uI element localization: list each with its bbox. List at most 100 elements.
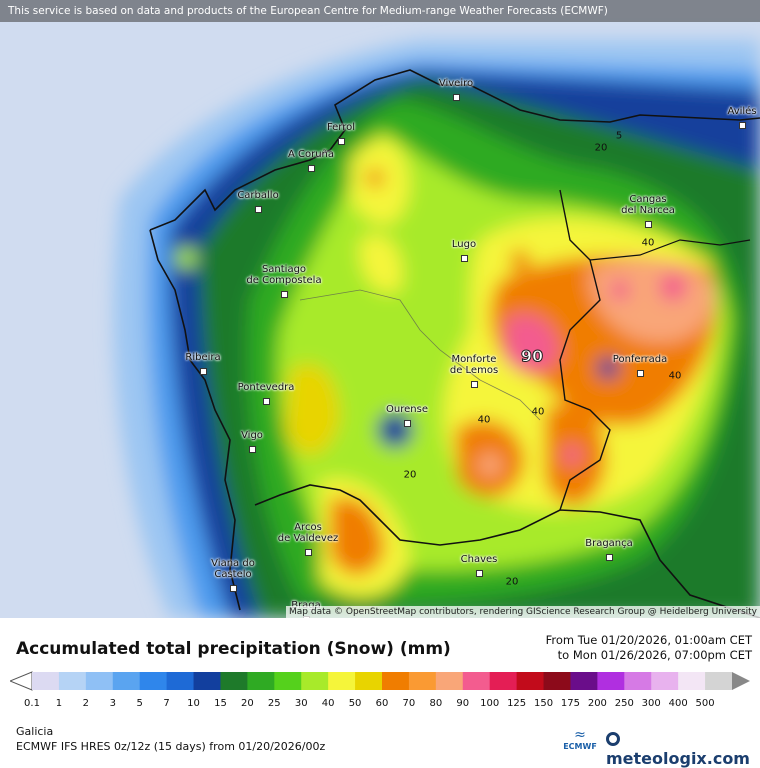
region-name: Galicia [16, 725, 54, 738]
scale-swatch [112, 672, 141, 690]
scale-swatch [543, 672, 571, 690]
city-marker [249, 446, 256, 453]
scale-tick-label: 20 [241, 698, 254, 709]
city-label: Ponferrada [612, 354, 668, 365]
scale-tick-label: 10 [187, 698, 200, 709]
scale-tick-label: 175 [560, 698, 580, 709]
scale-swatch [570, 672, 598, 690]
city-marker [453, 94, 460, 101]
scale-tick-label: 400 [668, 698, 688, 709]
meteologix-icon [606, 732, 620, 746]
scale-swatch [651, 672, 679, 690]
scale-tick-label: 3 [109, 698, 116, 709]
scale-tick-label: 70 [402, 698, 416, 709]
scale-tick-label: 200 [587, 698, 607, 709]
scale-tick-label: 80 [429, 698, 443, 709]
meteologix-logo[interactable]: meteologix.com [606, 730, 760, 768]
scale-tick-label: 1 [55, 698, 63, 709]
city-label: Arcos de Valdevez [277, 522, 339, 544]
ecmwf-logo[interactable]: ≈ ECMWF [562, 728, 598, 756]
color-scale [10, 671, 750, 691]
contour-value-label: 40 [477, 414, 491, 426]
scale-swatch [166, 672, 195, 690]
ecmwf-logo-text: ECMWF [563, 742, 597, 751]
scale-swatch [355, 672, 383, 690]
scale-swatch [435, 672, 464, 690]
scale-min-arrow [10, 671, 33, 691]
date-to: to Mon 01/26/2026, 07:00pm CET [557, 648, 752, 662]
city-marker [308, 165, 315, 172]
city-label: Ourense [386, 404, 428, 415]
scale-swatch [139, 672, 168, 690]
scale-max-arrow [732, 672, 750, 690]
legend-footer: Accumulated total precipitation (Snow) (… [0, 618, 760, 768]
city-label: Santiago de Compostela [246, 264, 322, 286]
city-label: Bragança [585, 538, 633, 549]
scale-swatch [382, 672, 410, 690]
scale-swatch [247, 672, 275, 690]
scale-tick-label: 0.1 [24, 698, 40, 709]
scale-tick-label: 250 [614, 698, 634, 709]
scale-swatch [462, 672, 491, 690]
city-label: Ribeira [185, 352, 221, 363]
scale-tick-label: 40 [321, 698, 335, 709]
city-label: Vigo [241, 430, 263, 441]
coastline-west [149, 229, 241, 611]
scale-tick-label: 15 [214, 698, 227, 709]
scale-tick-label: 125 [507, 698, 527, 709]
ecmwf-logo-icon: ≈ [574, 727, 586, 743]
city-marker [637, 370, 644, 377]
scale-swatch [624, 672, 652, 690]
map-attribution[interactable]: Map data © OpenStreetMap contributors, r… [286, 606, 760, 618]
scale-swatch [678, 672, 706, 690]
scale-swatch [597, 672, 625, 690]
scale-swatch [328, 672, 356, 690]
scale-tick-label: 60 [375, 698, 389, 709]
scale-swatch [220, 672, 248, 690]
contour-value-label: 20 [403, 469, 417, 481]
scale-tick-label: 2 [82, 698, 90, 709]
scale-tick-label: 150 [533, 698, 554, 709]
city-marker [476, 570, 483, 577]
city-label: A Coruña [287, 149, 335, 160]
scale-swatch [85, 672, 114, 690]
contour-value-label: 40 [641, 237, 655, 249]
city-marker [739, 122, 746, 129]
scale-tick-label: 500 [695, 698, 715, 709]
city-marker [305, 549, 312, 556]
city-label: Braga [291, 600, 321, 611]
contour-value-label: 40 [531, 406, 545, 418]
precipitation-map[interactable]: This service is based on data and produc… [0, 0, 760, 618]
scale-swatch [32, 672, 60, 690]
city-label: Viana do Castelo [211, 558, 255, 580]
city-label: Lugo [451, 239, 477, 250]
scale-ticks: 0.1 1 2 3 5 7 10 15 20 25 30 40 50 60 70 80 90 100 125 150 1… [0, 698, 760, 712]
scale-tick-label: 7 [163, 698, 170, 709]
scale-swatch [274, 672, 302, 690]
city-label: Ferrol [326, 122, 356, 133]
scale-swatch [193, 672, 221, 690]
meteologix-text: meteologix.com [606, 749, 750, 768]
scale-swatch [705, 672, 733, 690]
city-marker [404, 420, 411, 427]
city-marker [200, 368, 207, 375]
city-marker [461, 255, 468, 262]
scale-tick-label: 100 [480, 698, 500, 709]
scale-tick-label: 25 [267, 698, 281, 709]
province-line [299, 289, 541, 421]
city-marker [263, 398, 270, 405]
city-marker [606, 554, 613, 561]
scale-tick-label: 5 [136, 698, 143, 709]
city-marker [255, 206, 262, 213]
city-label: Monforte de Lemos [449, 354, 499, 376]
scale-swatch [408, 672, 437, 690]
legend-title: Accumulated total precipitation (Snow) (… [16, 639, 451, 659]
scale-swatch [58, 672, 87, 690]
city-label: Viveiro [438, 78, 474, 89]
scale-tick-label: 90 [456, 698, 470, 709]
contour-value-label: 40 [668, 370, 682, 382]
scale-swatch [301, 672, 329, 690]
city-marker [281, 291, 288, 298]
city-label: Pontevedra [237, 382, 295, 393]
city-label: Chaves [460, 554, 498, 565]
